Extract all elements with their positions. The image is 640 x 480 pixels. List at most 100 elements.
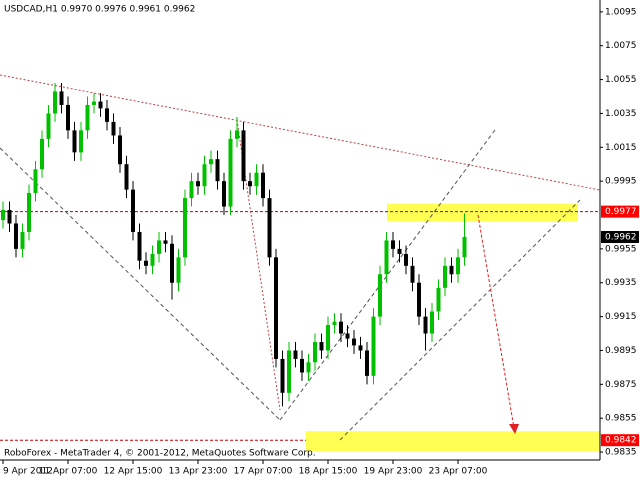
- candle-body: [27, 193, 31, 232]
- candle-body: [300, 358, 304, 373]
- candle-body: [280, 358, 285, 393]
- channel-line: [0, 147, 281, 421]
- forecast-arrow: [477, 214, 515, 429]
- candle-body: [397, 248, 402, 254]
- candle-body: [157, 240, 161, 254]
- candle-body: [391, 240, 395, 249]
- candle-body: [443, 265, 447, 288]
- y-tick-label: 0.9935: [605, 278, 637, 288]
- target-zone: [387, 203, 578, 222]
- candle-body: [345, 333, 350, 339]
- candle-body: [72, 130, 77, 153]
- arrow-head: [509, 424, 519, 434]
- candle-body: [235, 130, 239, 139]
- y-tick-label: 1.0015: [605, 143, 637, 153]
- y-tick-label: 0.9895: [605, 346, 637, 356]
- candle-body: [118, 135, 122, 165]
- candle-body: [410, 265, 415, 283]
- candle-body: [241, 130, 246, 182]
- candle-body: [378, 274, 382, 317]
- candle-body: [254, 172, 259, 187]
- candle-body: [313, 341, 317, 363]
- candle-body: [14, 223, 18, 249]
- candle-body: [144, 260, 148, 266]
- candle-body: [137, 231, 142, 261]
- candle-body: [170, 243, 174, 283]
- candle-body: [209, 159, 213, 165]
- price-tag: [601, 231, 639, 244]
- x-tick-label: 17 Apr 07:00: [234, 467, 293, 477]
- candle-body: [79, 130, 83, 153]
- y-tick-label: 1.0055: [605, 75, 637, 85]
- candle-body: [319, 341, 324, 351]
- candle-body: [66, 104, 70, 131]
- y-tick-label: 1.0035: [605, 109, 637, 119]
- candle-body: [436, 287, 441, 312]
- y-tick-label: 0.9875: [605, 380, 637, 390]
- x-tick-label: 18 Apr 15:00: [299, 467, 358, 477]
- candle-body: [1, 209, 5, 221]
- candle-body: [124, 164, 129, 190]
- level-tag: [601, 205, 639, 218]
- candle-body: [365, 350, 369, 376]
- candle-body: [423, 316, 428, 334]
- candle-body: [274, 257, 278, 359]
- candle-body: [417, 282, 421, 317]
- level-tag: [601, 434, 639, 447]
- candle-body: [202, 164, 207, 187]
- candle-body: [449, 265, 454, 275]
- y-tick-label: 0.9835: [605, 448, 637, 458]
- candle-body: [183, 198, 187, 258]
- x-tick-label: 23 Apr 07:00: [429, 467, 488, 477]
- candle-body: [371, 316, 376, 376]
- candle-body: [85, 104, 90, 131]
- candle-body: [105, 108, 109, 122]
- price-label: 0.9962: [605, 233, 637, 243]
- candle-body: [287, 350, 291, 393]
- candle-body: [40, 138, 44, 170]
- x-tick-label: 11 Apr 07:00: [39, 467, 98, 477]
- candle-body: [111, 121, 116, 136]
- candle-body: [430, 311, 434, 334]
- candle-body: [358, 345, 363, 351]
- candle-body: [326, 325, 330, 351]
- candle-body: [352, 338, 356, 346]
- candle-body: [98, 101, 103, 109]
- candle-body: [306, 362, 311, 373]
- candle-body: [92, 101, 96, 105]
- y-tick-label: 0.9855: [605, 414, 637, 424]
- candle-body: [163, 240, 168, 244]
- candle-body: [462, 237, 467, 258]
- candle-body: [33, 169, 38, 194]
- candle-body: [332, 321, 337, 326]
- x-tick-label: 12 Apr 15:00: [104, 467, 163, 477]
- y-tick-label: 1.0075: [605, 41, 637, 51]
- candle-body: [20, 231, 25, 249]
- candle-body: [46, 113, 51, 139]
- candle-body: [7, 209, 12, 224]
- footer: RoboForex - MetaTrader 4, © 2001-2012, M…: [4, 449, 316, 459]
- candle-body: [456, 257, 460, 275]
- candle-body: [150, 253, 155, 266]
- channel-line: [339, 199, 581, 441]
- candle-body: [196, 181, 200, 187]
- level-label: 0.9977: [605, 207, 637, 217]
- candle-body: [339, 321, 343, 334]
- y-tick-label: 1.0095: [605, 7, 637, 17]
- candle-body: [384, 240, 389, 275]
- y-tick-label: 0.9915: [605, 312, 637, 322]
- candle-body: [222, 181, 226, 207]
- header: USDCAD,H1 0.9970 0.9976 0.9961 0.9962: [4, 5, 195, 15]
- level-label: 0.9842: [605, 436, 637, 446]
- x-tick-label: 19 Apr 23:00: [364, 467, 423, 477]
- candle-body: [261, 172, 265, 199]
- candle-body: [293, 350, 298, 359]
- candle-body: [176, 257, 181, 283]
- candle-body: [248, 181, 252, 187]
- candle-body: [215, 159, 220, 182]
- candle-body: [404, 253, 408, 266]
- candle-body: [228, 138, 233, 207]
- candle-body: [267, 198, 272, 258]
- y-tick-label: 0.9955: [605, 244, 637, 254]
